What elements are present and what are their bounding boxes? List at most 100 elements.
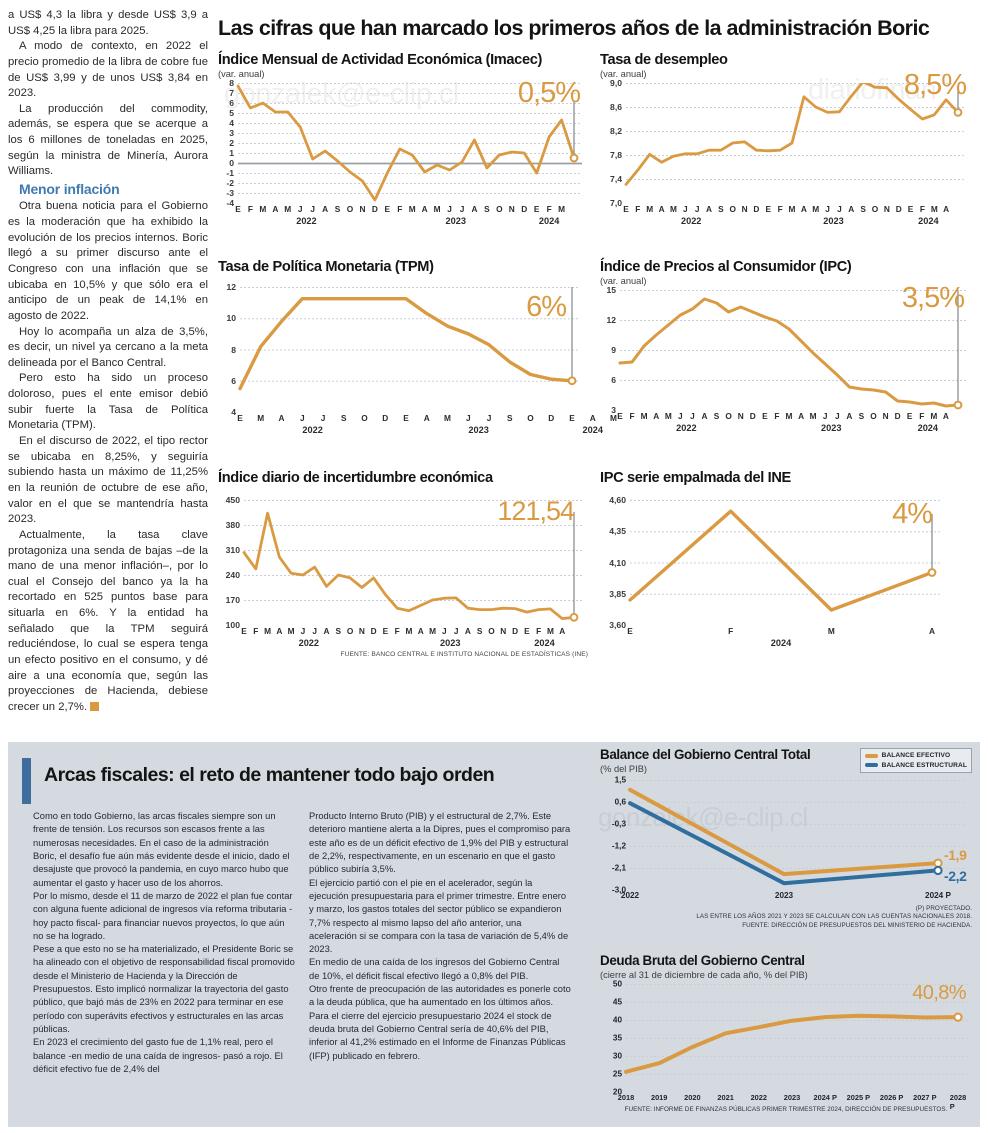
x-axis: E F M A M J J A S O N D E F M A M J J A S O N D E F M A 2022 2023 2024 — [600, 204, 972, 228]
x-axis-month: D — [512, 626, 519, 637]
bottom-section: gonzalek@e-clip.cl Arcas fiscales: el re… — [8, 742, 980, 1127]
y-axis-tick: -2 — [226, 178, 234, 189]
bottom-article-title: Arcas fiscales: el reto de mantener todo… — [44, 764, 495, 786]
x-axis-month: A — [322, 204, 329, 215]
y-axis-tick: -3 — [226, 188, 234, 199]
y-axis-tick: 20 — [612, 1087, 622, 1097]
x-axis-month: E — [617, 411, 623, 422]
x-axis-year: 2023 — [823, 216, 844, 227]
x-axis-month: A — [943, 204, 950, 215]
y-axis-tick: 4,35 — [609, 526, 626, 537]
x-axis-month: F — [919, 204, 925, 215]
x-axis-month: S — [334, 204, 341, 215]
x-axis-month: A — [423, 413, 430, 424]
x-axis-month: E — [403, 413, 409, 424]
y-axis-tick: 8 — [231, 344, 236, 355]
chart-desempleo: Tasa de desempleo (var. anual) 8,5% 9,0 8… — [600, 52, 972, 228]
x-axis-month: J — [299, 413, 305, 424]
note-line: FUENTE: INFORME DE FINANZAS PÚBLICAS PRI… — [624, 1105, 948, 1113]
x-axis-month: D — [370, 626, 377, 637]
chart-title: Deuda Bruta del Gobierno Central — [600, 953, 805, 968]
x-axis-month: E — [906, 411, 913, 422]
x-axis-year: 2022 — [296, 216, 317, 227]
top-section: gonzalek@e-clip.cl diariofinan a US$ 4,3… — [8, 8, 972, 716]
x-axis-month: A — [798, 411, 805, 422]
line-chart-svg — [628, 779, 966, 885]
x-axis-month: E — [762, 411, 768, 422]
x-axis: E F M A M J J A S O N D E F M A M J J A S O N D E F M A 2022 2023 2024 — [600, 411, 972, 435]
y-axis-tick: 45 — [612, 997, 622, 1007]
x-axis-month: D — [548, 413, 555, 424]
x-axis-category: 2023 — [774, 890, 794, 900]
x-axis-year: 2022 — [680, 216, 702, 227]
chart-ipc: Índice de Precios al Consumidor (IPC) (v… — [600, 259, 972, 435]
x-axis-year: 2024 — [582, 425, 603, 436]
x-axis: E F M A M J J A S O N D E F M A M J J A S O N D E F M A 2022 2023 2024 — [218, 626, 588, 650]
x-axis-month: M — [646, 204, 654, 215]
y-axis-tick: 7,4 — [610, 174, 622, 185]
plot-area: 1,5 0,6 -0,3 -1,2 -2,1 -3,0 -1,9 -2,2 — [600, 775, 972, 894]
plot-area: 40,8% 50 45 40 35 30 25 20 — [600, 979, 972, 1096]
x-axis-month: J — [312, 626, 318, 637]
x-axis-category: 2028 P — [949, 1092, 967, 1111]
x-axis-month: A — [272, 204, 279, 215]
x-axis-month: O — [729, 204, 736, 215]
x-axis-month: M — [284, 204, 292, 215]
chart-title: Tasa de desempleo — [600, 52, 728, 68]
legend-item: BALANCE ESTRUCTURAL — [864, 761, 967, 771]
chart-note: FUENTE: INFORME DE FINANZAS PÚBLICAS PRI… — [600, 1106, 972, 1115]
y-axis-tick: 40 — [612, 1015, 622, 1025]
y-axis-tick: 6 — [229, 98, 234, 109]
x-axis-month: M — [429, 626, 437, 637]
note-line: LAS ENTRE LOS AÑOS 2021 Y 2023 SE CALCUL… — [696, 913, 972, 921]
x-axis-month: J — [834, 411, 840, 422]
y-axis-tick: 7,8 — [610, 150, 622, 161]
x-axis-category: 2023 — [783, 1092, 801, 1102]
x-axis-month: F — [394, 626, 400, 637]
x-axis-month: J — [447, 204, 452, 215]
x-axis-month: A — [276, 626, 283, 637]
y-axis-tick: 170 — [225, 595, 240, 606]
x-axis-month: M — [664, 411, 672, 422]
x-axis-month: A — [658, 204, 665, 215]
line-chart-svg — [242, 500, 582, 622]
x-axis-year: 2024 — [918, 216, 939, 227]
x-axis-month: F — [635, 204, 641, 215]
x-axis-year: 2024 — [534, 638, 555, 649]
y-axis-tick: 4,10 — [609, 557, 626, 568]
y-axis-tick: 4 — [231, 407, 236, 418]
accent-bar — [22, 758, 31, 804]
x-axis-month: O — [527, 413, 534, 424]
x-axis-month: S — [340, 413, 347, 424]
x-axis-month: E — [237, 413, 243, 424]
y-axis-tick: 5 — [229, 108, 234, 119]
callout-value: 6% — [526, 291, 567, 324]
x-axis-month: S — [713, 411, 720, 422]
x-axis-month: A — [589, 413, 596, 424]
legend-label: BALANCE EFECTIVO — [881, 752, 951, 759]
bottom-paragraph: Otro frente de preocupación de las autor… — [309, 984, 571, 1008]
x-axis-month: J — [300, 626, 306, 637]
note-line: (P) PROYECTADO. — [915, 904, 972, 912]
y-axis-tick: 0,6 — [614, 797, 626, 807]
plot-area: 8,5% 9,0 8,6 8,2 7,8 7,4 7,0 — [600, 71, 972, 209]
x-axis-month: S — [718, 204, 724, 215]
x-axis-month: O — [871, 204, 879, 215]
x-axis-month: N — [500, 626, 507, 637]
x-axis-month: M — [405, 626, 413, 637]
x-axis-month: A — [417, 626, 424, 637]
note-line: FUENTE: DIRECCIÓN DE PRESUPUESTOS DEL MI… — [742, 921, 972, 929]
x-axis-month: E — [524, 626, 530, 637]
x-axis-month: J — [678, 411, 683, 422]
y-axis-tick: 25 — [612, 1069, 622, 1079]
bottom-paragraph: Para el cierre del ejercicio presupuesta… — [309, 1010, 566, 1061]
y-axis-tick: 0 — [229, 158, 234, 169]
left-article-column: a US$ 4,3 la libra y desde US$ 3,9 a US$… — [8, 8, 208, 716]
x-axis-month: D — [382, 413, 389, 424]
x-axis-month: M — [558, 204, 566, 215]
x-axis: E F M A M J J A S O N D E F M A M J J A S O N D E F M 2022 2023 2024 — [218, 204, 588, 228]
x-axis-month: F — [253, 626, 259, 637]
chart-deuda: Deuda Bruta del Gobierno Central (cierre… — [600, 953, 972, 1115]
x-axis-month: F — [247, 204, 253, 215]
chart-title: Índice Mensual de Actividad Económica (I… — [218, 52, 542, 68]
